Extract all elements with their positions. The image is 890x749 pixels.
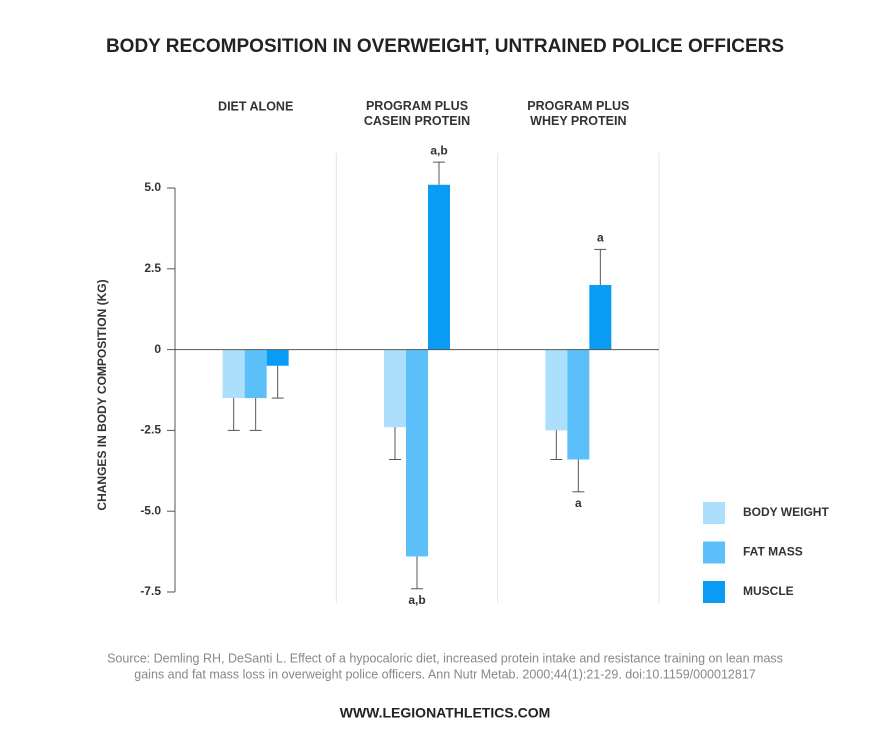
legend-swatch bbox=[703, 541, 725, 564]
y-axis-label: CHANGES IN BODY COMPOSITION (KG) bbox=[95, 279, 109, 510]
legend-label: FAT MASS bbox=[743, 545, 803, 559]
bar bbox=[567, 349, 590, 460]
source: gains and fat mass loss in overweight po… bbox=[134, 667, 756, 681]
website: WWW.LEGIONATHLETICS.COM bbox=[340, 705, 551, 721]
bar bbox=[384, 349, 406, 428]
legend-swatch bbox=[703, 581, 725, 603]
bar bbox=[545, 349, 568, 431]
annotation: a bbox=[575, 496, 582, 510]
annotation: a,b bbox=[430, 143, 447, 157]
bar bbox=[406, 349, 428, 557]
chart-title: BODY RECOMPOSITION IN OVERWEIGHT, UNTRAI… bbox=[106, 36, 784, 57]
y-tick-label: 0 bbox=[154, 342, 161, 356]
y-tick-label: -5.0 bbox=[140, 503, 161, 517]
y-tick-label: 2.5 bbox=[144, 261, 161, 275]
bar bbox=[266, 349, 289, 366]
category-label: DIET ALONE bbox=[218, 99, 293, 113]
y-tick-label: -2.5 bbox=[140, 423, 161, 437]
bar bbox=[222, 349, 245, 399]
legend-label: BODY WEIGHT bbox=[743, 505, 829, 519]
category-label: PROGRAM PLUS CASEIN PROTEIN bbox=[364, 99, 470, 128]
bar bbox=[428, 184, 450, 350]
legend-swatch bbox=[703, 502, 725, 524]
bar bbox=[589, 284, 612, 350]
category-label: PROGRAM PLUS WHEY PROTEIN bbox=[527, 99, 629, 128]
bar bbox=[244, 349, 267, 399]
annotation: a,b bbox=[408, 593, 425, 607]
source: Source: Demling RH, DeSanti L. Effect of… bbox=[107, 651, 783, 665]
y-tick-label: -7.5 bbox=[140, 584, 161, 598]
annotation: a bbox=[597, 231, 604, 245]
legend-label: MUSCLE bbox=[743, 584, 794, 598]
y-tick-label: 5.0 bbox=[144, 180, 161, 194]
